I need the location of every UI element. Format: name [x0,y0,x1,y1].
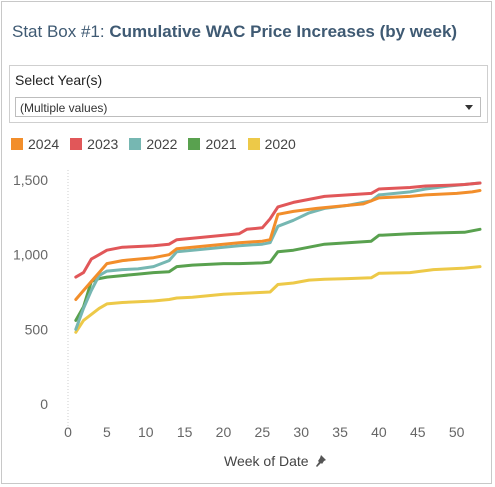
page-title: Stat Box #1: Cumulative WAC Price Increa… [12,22,457,42]
y-tick-label: 0 [40,396,48,412]
y-tick-label: 500 [25,321,49,337]
line-chart: 0 500 1,000 1,500 0 5 10 15 20 25 30 35 40 45 50 [13,170,482,440]
series-line-2021[interactable] [74,227,482,322]
x-tick-label: 25 [255,424,271,440]
legend-label: 2020 [264,136,296,152]
chevron-down-icon[interactable] [465,105,473,110]
pin-icon[interactable] [314,455,326,467]
x-tick-label: 15 [177,424,193,440]
legend-item-2023[interactable]: 2023 [70,136,118,152]
x-tick-label: 50 [449,424,465,440]
legend-swatch [70,138,83,150]
legend-swatch [188,138,201,150]
x-tick-label: 5 [103,424,111,440]
y-tick-label: 1,000 [13,247,48,263]
legend-item-2024[interactable]: 2024 [11,136,59,152]
series-line-2023[interactable] [74,181,482,279]
legend-label: 2024 [28,136,60,152]
legend-item-2020[interactable]: 2020 [247,136,296,152]
x-axis-title: Week of Date [224,453,326,469]
x-axis-title-text: Week of Date [224,453,309,469]
year-select-dropdown[interactable]: (Multiple values) [15,97,481,117]
series-line-2022[interactable] [74,181,482,331]
legend-swatch [11,138,23,150]
legend-label: 2022 [146,136,178,152]
legend-label: 2021 [205,136,237,152]
x-tick-label: 20 [216,424,232,440]
filter-value: (Multiple values) [20,101,108,115]
y-tick-label: 1,500 [13,172,48,188]
series-line-2020[interactable] [74,265,482,334]
filter-label: Select Year(s) [15,72,103,88]
legend-swatch [247,138,260,150]
legend-swatch [129,138,142,150]
series-line-2024[interactable] [74,189,482,301]
legend-item-2022[interactable]: 2022 [129,136,177,152]
title-prefix: Stat Box #1: [12,22,105,41]
title-main: Cumulative WAC Price Increases (by week) [109,22,458,41]
x-tick-label: 30 [293,424,309,440]
x-tick-label: 10 [138,424,154,440]
legend-label: 2023 [87,136,119,152]
x-tick-label: 0 [64,424,72,440]
x-tick-label: 45 [410,424,426,440]
legend-item-2021[interactable]: 2021 [188,136,237,152]
x-tick-label: 35 [332,424,348,440]
x-tick-label: 40 [371,424,387,440]
legend: 2024 2023 2022 2021 2020 [11,135,307,153]
year-filter: Select Year(s) (Multiple values) [9,65,488,123]
